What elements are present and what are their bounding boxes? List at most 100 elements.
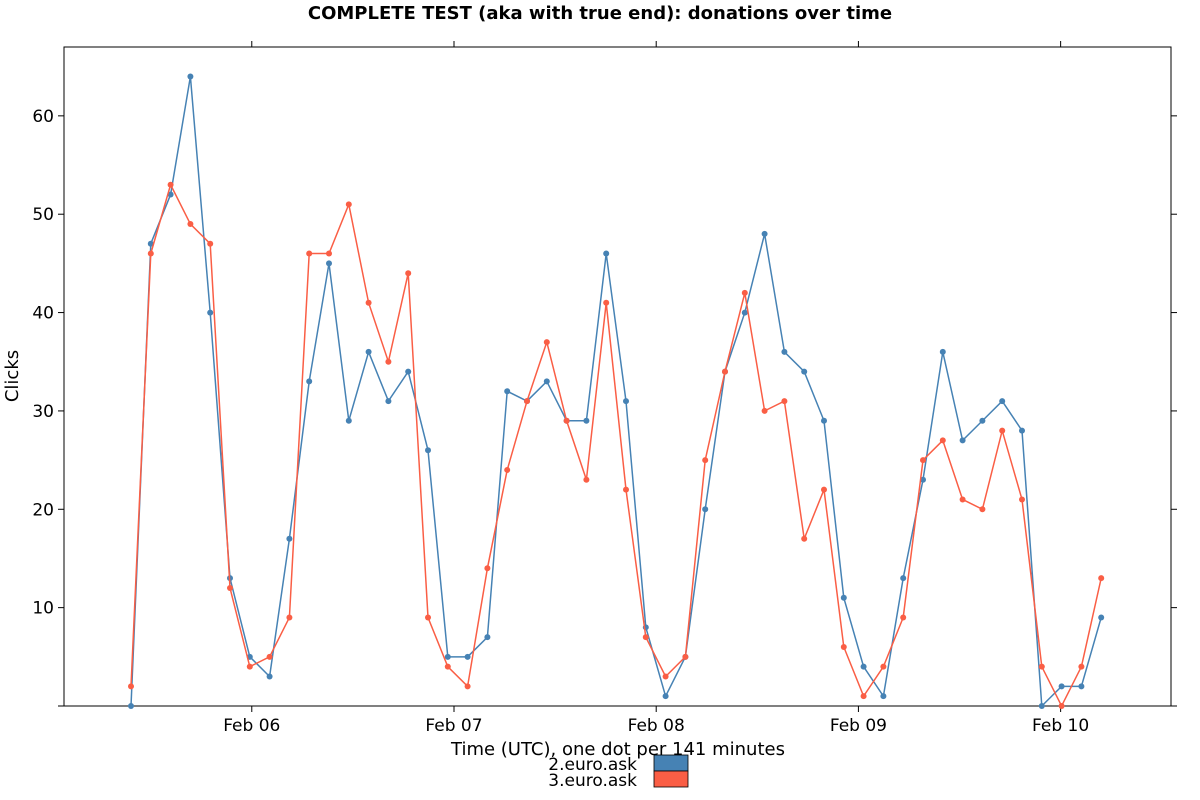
- data-point: [741, 309, 748, 316]
- data-point: [326, 250, 332, 257]
- data-point: [365, 348, 372, 355]
- data-point: [840, 594, 847, 601]
- data-point: [840, 643, 847, 650]
- data-point: [1019, 427, 1025, 434]
- data-point: [603, 250, 610, 257]
- data-point: [266, 653, 273, 660]
- data-point: [979, 417, 986, 424]
- y-tick-label: 20: [32, 500, 54, 520]
- series-line: [130, 182, 1102, 708]
- data-point: [147, 250, 154, 257]
- data-point: [761, 407, 768, 414]
- x-tick-label: Feb 07: [425, 716, 482, 736]
- plot-frame: [63, 46, 1172, 707]
- data-point: [1098, 575, 1105, 582]
- y-tick-label: 30: [32, 402, 54, 422]
- x-axis-label: Time (UTC), one dot per 141 minutes: [450, 739, 785, 760]
- data-point: [128, 703, 134, 709]
- data-point: [662, 673, 669, 680]
- data-point: [543, 378, 550, 385]
- data-point: [920, 457, 926, 464]
- data-point: [365, 299, 372, 306]
- data-point: [999, 398, 1006, 405]
- data-point: [286, 535, 293, 542]
- data-point: [1038, 703, 1045, 709]
- data-point: [444, 653, 451, 660]
- data-point: [266, 673, 273, 680]
- data-point: [425, 447, 431, 454]
- data-point: [286, 614, 293, 621]
- data-point: [1098, 614, 1105, 621]
- data-point: [207, 240, 214, 247]
- data-point: [722, 368, 728, 375]
- data-point: [306, 250, 313, 257]
- x-axis: Feb 06 Feb 07 Feb 08 Feb 09 Feb 10: [223, 41, 1089, 736]
- data-point: [642, 634, 649, 641]
- data-point: [880, 663, 887, 670]
- series-2: [128, 181, 1105, 709]
- data-point: [959, 496, 966, 503]
- x-tick-label: Feb 08: [628, 716, 685, 736]
- legend-swatch-series-1: [653, 754, 689, 772]
- data-point: [464, 683, 471, 690]
- data-point: [959, 437, 966, 444]
- y-axis-label: Clicks: [2, 350, 23, 402]
- data-point: [900, 614, 907, 621]
- data-point: [207, 309, 214, 316]
- data-point: [246, 663, 253, 670]
- data-point: [781, 398, 788, 405]
- data-point: [900, 575, 907, 582]
- data-point: [939, 437, 946, 444]
- legend-label-series-1: 2.euro.ask: [548, 755, 637, 775]
- data-point: [920, 476, 926, 483]
- chart-title: COMPLETE TEST (aka with true end): donat…: [308, 3, 892, 24]
- data-point: [1078, 663, 1085, 670]
- x-tick-label: Feb 10: [1032, 716, 1089, 736]
- legend: 2.euro.ask 3.euro.ask: [548, 754, 689, 791]
- data-point: [227, 584, 233, 591]
- data-point: [425, 614, 431, 621]
- data-point: [623, 398, 629, 405]
- data-point: [761, 230, 768, 237]
- y-axis: 10 20 30 40 50 60: [32, 107, 1177, 707]
- series-line: [130, 76, 1102, 708]
- data-point: [860, 693, 867, 700]
- data-point: [543, 339, 550, 346]
- data-point: [880, 693, 887, 700]
- data-point: [167, 191, 174, 198]
- data-point: [187, 221, 194, 228]
- data-point: [563, 417, 570, 424]
- data-point: [999, 427, 1006, 434]
- data-point: [385, 358, 392, 365]
- data-point: [603, 299, 610, 306]
- data-point: [1058, 703, 1065, 709]
- data-point: [821, 486, 827, 493]
- data-point: [524, 398, 530, 405]
- y-tick-label: 50: [32, 205, 54, 225]
- data-point: [662, 693, 669, 700]
- data-point: [682, 653, 689, 660]
- data-point: [484, 634, 491, 641]
- data-point: [345, 201, 352, 208]
- data-point: [821, 417, 827, 424]
- data-point: [1078, 683, 1085, 690]
- data-point: [1019, 496, 1025, 503]
- data-point: [702, 457, 709, 464]
- data-point: [444, 663, 451, 670]
- data-point: [405, 270, 412, 277]
- data-point: [860, 663, 867, 670]
- data-point: [1038, 663, 1045, 670]
- data-point: [504, 388, 511, 395]
- data-point: [583, 476, 590, 483]
- data-point: [504, 466, 511, 473]
- data-point: [583, 417, 590, 424]
- data-point: [385, 398, 392, 405]
- data-point: [741, 289, 748, 296]
- y-tick-label: 40: [32, 304, 54, 324]
- x-tick-label: Feb 09: [830, 716, 887, 736]
- legend-label-series-2: 3.euro.ask: [548, 771, 637, 791]
- data-point: [484, 565, 491, 572]
- data-point: [781, 348, 788, 355]
- data-point: [405, 368, 412, 375]
